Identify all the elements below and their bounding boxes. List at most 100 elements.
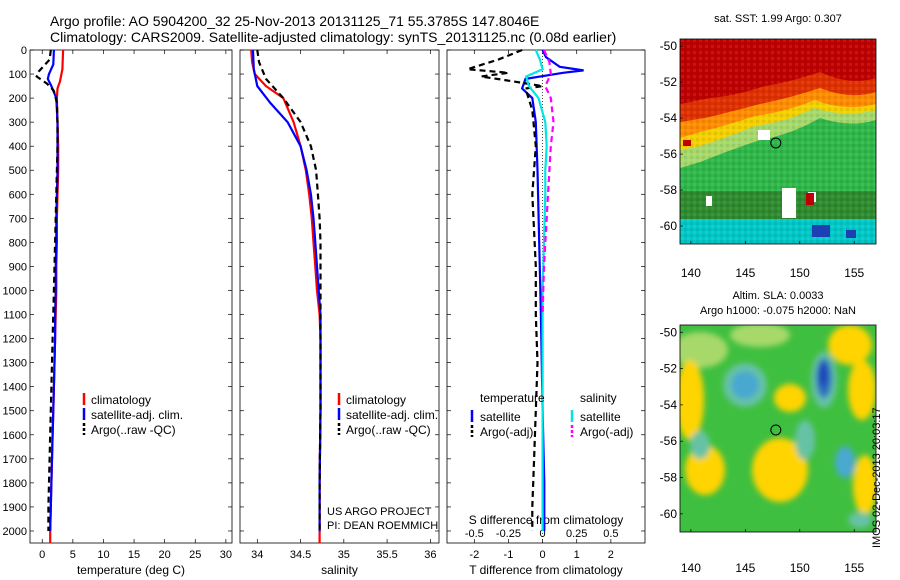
- y-tick-label: -52: [660, 362, 678, 376]
- y-tick-label: 2000: [3, 526, 27, 538]
- x-tick-label: 10: [97, 549, 109, 561]
- x-tick-label: 145: [735, 561, 755, 575]
- secondary-x-axis-label: S difference from climatology: [469, 513, 624, 527]
- x-tick-label: 34.5: [290, 549, 311, 561]
- legend-label: climatology: [91, 393, 151, 407]
- x-tick-label: 35: [338, 549, 350, 561]
- x-tick-label: 150: [790, 561, 810, 575]
- y-tick-label: 0: [21, 45, 27, 57]
- y-tick-label: 200: [9, 93, 27, 105]
- x-tick-label: 30: [220, 549, 232, 561]
- x-axis-label: salinity: [321, 563, 358, 577]
- series-line: [250, 49, 322, 543]
- x-tick-label: 140: [681, 561, 701, 575]
- series-line: [251, 49, 322, 531]
- x-tick-label: 0: [540, 549, 546, 561]
- y-tick-label: -50: [660, 325, 678, 339]
- x-tick-label: 5: [70, 549, 76, 561]
- legend-group-title: temperature: [480, 391, 545, 405]
- x-tick-label: 36: [424, 549, 436, 561]
- secondary-x-tick-label: 0: [540, 528, 546, 540]
- x-tick-label: 25: [189, 549, 201, 561]
- x-axis-label: temperature (deg C): [77, 563, 185, 577]
- y-tick-label: -56: [660, 434, 678, 448]
- x-tick-label: 0: [39, 549, 45, 561]
- y-tick-label: 1200: [3, 334, 27, 346]
- y-tick-label: 1100: [3, 310, 27, 322]
- y-tick-label: 400: [9, 141, 27, 153]
- salinity-panel: 34 34.5 35 35.5 36 salinity climatologysatelli…: [239, 49, 440, 577]
- y-tick-label: 100: [9, 69, 27, 81]
- legend-label: satellite-adj. clim.: [91, 408, 183, 422]
- y-tick-label: 1900: [3, 502, 27, 514]
- y-tick-label: -60: [660, 507, 678, 521]
- x-tick-label: -2: [469, 549, 479, 561]
- sla-map-title: Altim. SLA: 0.0033: [732, 290, 824, 302]
- legend-label: satellite-adj. clim.: [346, 408, 438, 422]
- plot-frame: [446, 49, 646, 544]
- y-tick-label: -50: [660, 39, 678, 53]
- legend-label: satellite: [580, 410, 621, 424]
- secondary-x-tick-label: 0.5: [603, 528, 618, 540]
- x-tick-label: 34: [251, 549, 263, 561]
- credit-pi: PI: DEAN ROEMMICH: [327, 520, 439, 532]
- x-tick-label: 1: [574, 549, 580, 561]
- imos-timestamp-label: IMOS 02-Dec-2013 20:03:17: [871, 407, 883, 548]
- y-tick-label: 500: [9, 165, 27, 177]
- sla-map-image: [680, 325, 876, 532]
- sst-map-image: [680, 39, 876, 244]
- x-axis-label: T difference from climatology: [469, 563, 623, 577]
- series-line: [524, 49, 548, 531]
- y-tick-label: 1700: [3, 454, 27, 466]
- legend-label: climatology: [346, 393, 406, 407]
- y-tick-label: -56: [660, 147, 678, 161]
- y-tick-label: 1300: [3, 358, 27, 370]
- climatology-title: Climatology: CARS2009. Satellite-adjuste…: [50, 29, 617, 45]
- y-tick-label: -58: [660, 471, 678, 485]
- argo-position-marker: [770, 424, 782, 436]
- legend-group-title: salinity: [580, 391, 617, 405]
- x-tick-label: 150: [790, 266, 810, 280]
- secondary-x-tick-label: 0.25: [566, 528, 587, 540]
- credit-project: US ARGO PROJECT: [327, 506, 432, 518]
- profile-title: Argo profile: AO 5904200_32 25-Nov-2013 …: [50, 13, 540, 29]
- legend-label: Argo(-adj): [480, 425, 533, 439]
- y-tick-label: -60: [660, 219, 678, 233]
- series-line: [46, 49, 59, 532]
- sla-map-subtitle: Argo h1000: -0.075 h2000: NaN: [700, 305, 856, 317]
- sst-map-title: sat. SST: 1.99 Argo: 0.307: [714, 13, 842, 25]
- legend-label: Argo(..raw -QC): [91, 423, 176, 437]
- x-tick-label: 35.5: [376, 549, 397, 561]
- x-tick-label: 2: [608, 549, 614, 561]
- argo-position-marker: [770, 137, 782, 149]
- x-tick-label: 155: [844, 561, 864, 575]
- secondary-x-tick-label: -0.5: [465, 528, 484, 540]
- y-tick-label: 1600: [3, 430, 27, 442]
- series-line: [467, 48, 543, 531]
- series-line: [256, 49, 322, 531]
- y-tick-label: 300: [9, 117, 27, 129]
- sst-map-panel: 140 145 150 155 -50 -52 -54 -56 -58 -60: [660, 38, 877, 280]
- legend-label: Argo(-adj): [580, 425, 633, 439]
- secondary-x-tick-label: -0.25: [496, 528, 521, 540]
- y-tick-label: -58: [660, 183, 678, 197]
- series-line: [541, 49, 555, 315]
- series-line: [35, 49, 59, 531]
- plot-frame: [29, 49, 233, 544]
- y-tick-label: -54: [660, 398, 678, 412]
- x-tick-label: 20: [159, 549, 171, 561]
- x-tick-label: -1: [504, 549, 514, 561]
- y-tick-label: 1500: [3, 406, 27, 418]
- y-tick-label: 700: [9, 213, 27, 225]
- plot-frame: [239, 49, 440, 544]
- y-tick-label: 900: [9, 261, 27, 273]
- difference-panel: -2 -1 0 1 2 T difference from climatology -0.5…: [446, 48, 646, 577]
- y-tick-label: 1400: [3, 382, 27, 394]
- y-tick-label: 1000: [3, 285, 27, 297]
- y-tick-label: -54: [660, 111, 678, 125]
- temperature-panel: 0100200300400500600700800900100011001200…: [3, 45, 233, 577]
- y-tick-label: 600: [9, 189, 27, 201]
- legend-label: satellite: [480, 410, 521, 424]
- x-tick-label: 145: [735, 266, 755, 280]
